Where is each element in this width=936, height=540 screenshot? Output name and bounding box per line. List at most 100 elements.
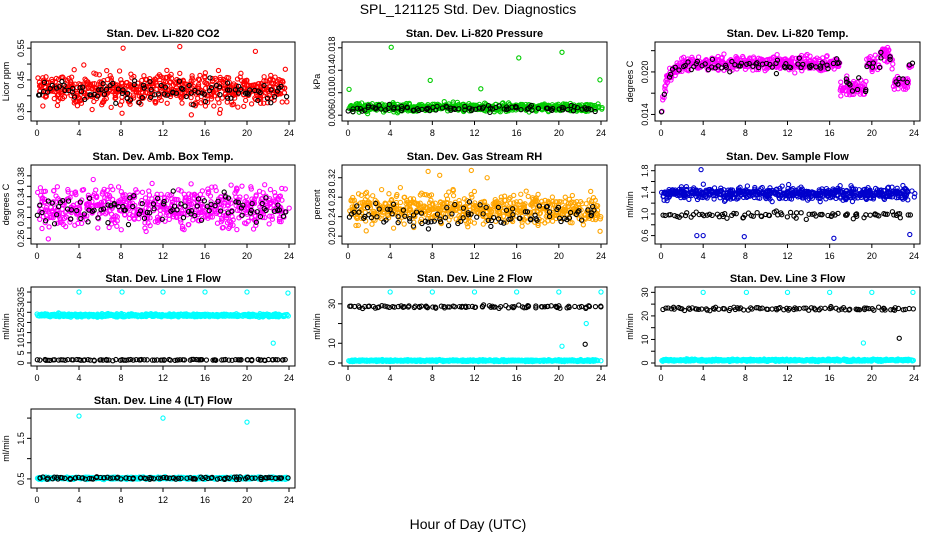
- data-point: [705, 66, 712, 73]
- data-point: [219, 95, 225, 101]
- data-point: [155, 195, 161, 201]
- panel-title: Stan. Dev. Line 1 Flow: [105, 273, 221, 285]
- data-point: [234, 186, 240, 192]
- data-point: [711, 185, 718, 191]
- data-point: [255, 97, 261, 104]
- y-tick-label: 10: [16, 338, 26, 348]
- data-point: [680, 54, 687, 60]
- data-point: [161, 201, 167, 207]
- data-point: [65, 186, 71, 193]
- data-point: [354, 203, 360, 209]
- data-point: [162, 92, 169, 98]
- data-point: [536, 103, 542, 109]
- data-point: [904, 79, 910, 85]
- data-point: [819, 211, 825, 218]
- data-point: [522, 209, 529, 215]
- data-point: [488, 223, 494, 230]
- data-point: [533, 216, 539, 222]
- data-point: [661, 94, 667, 101]
- y-tick-label: 0.28: [327, 188, 337, 206]
- data-point: [378, 106, 384, 112]
- data-point: [909, 60, 916, 66]
- data-point: [51, 95, 57, 102]
- data-point: [36, 92, 43, 98]
- data-point: [766, 212, 773, 219]
- data-point: [268, 100, 274, 106]
- data-point: [139, 200, 145, 207]
- data-point: [368, 214, 375, 221]
- data-point: [50, 215, 56, 221]
- data-point: [181, 93, 187, 99]
- data-point: [350, 108, 356, 115]
- data-point: [450, 187, 457, 194]
- data-point: [682, 212, 689, 219]
- y-tick-label: 0.010: [327, 81, 337, 104]
- data-point: [240, 80, 246, 87]
- data-point: [456, 201, 463, 207]
- data-point: [867, 53, 873, 60]
- data-point: [113, 100, 119, 106]
- data-point: [462, 103, 468, 110]
- data-point: [495, 216, 502, 222]
- data-point: [911, 194, 917, 200]
- data-point: [250, 226, 257, 232]
- data-point: [125, 221, 132, 228]
- data-point: [42, 218, 49, 224]
- data-point: [592, 204, 598, 211]
- data-point: [149, 180, 155, 187]
- data-point: [792, 70, 798, 76]
- data-point: [437, 216, 443, 222]
- data-point: [145, 220, 151, 226]
- data-point: [112, 92, 118, 99]
- x-tick-label: 24: [909, 251, 919, 261]
- data-point: [161, 91, 167, 97]
- data-point: [755, 66, 762, 73]
- data-point: [77, 199, 84, 205]
- data-point: [215, 198, 221, 204]
- data-point: [248, 186, 254, 192]
- data-point: [437, 219, 444, 225]
- data-point: [248, 184, 254, 190]
- data-point: [235, 199, 242, 206]
- data-point: [872, 52, 878, 58]
- data-point: [139, 197, 145, 204]
- data-point: [140, 82, 147, 88]
- data-point: [94, 93, 100, 99]
- data-point: [96, 87, 102, 93]
- data-point: [598, 214, 604, 220]
- data-point: [867, 190, 873, 196]
- data-point: [565, 106, 571, 113]
- data-point: [161, 198, 167, 205]
- data-point: [182, 203, 188, 209]
- data-point: [353, 222, 359, 229]
- data-point: [748, 212, 754, 219]
- x-tick-label: 20: [242, 373, 252, 383]
- data-point: [218, 219, 224, 225]
- data-point: [251, 200, 258, 207]
- data-point: [144, 215, 151, 221]
- data-point: [889, 209, 896, 215]
- data-point: [254, 209, 260, 215]
- data-point: [56, 84, 63, 90]
- data-point: [88, 92, 94, 98]
- data-point: [700, 181, 706, 187]
- data-point: [120, 198, 127, 204]
- data-point: [80, 186, 87, 193]
- data-point: [823, 54, 830, 60]
- data-point: [364, 110, 371, 117]
- x-tick-label: 16: [512, 251, 522, 261]
- data-point: [872, 185, 879, 192]
- data-point: [817, 195, 823, 201]
- y-tick-label: 0.45: [16, 71, 26, 89]
- data-point: [599, 104, 605, 111]
- data-point: [148, 87, 154, 93]
- data-point: [389, 211, 395, 217]
- x-tick-label: 12: [469, 128, 479, 138]
- data-point: [406, 215, 413, 222]
- data-point: [267, 213, 273, 219]
- y-axis-label: degrees C: [1, 183, 11, 225]
- data-point: [108, 104, 114, 111]
- data-point: [503, 207, 510, 213]
- data-point: [568, 199, 575, 205]
